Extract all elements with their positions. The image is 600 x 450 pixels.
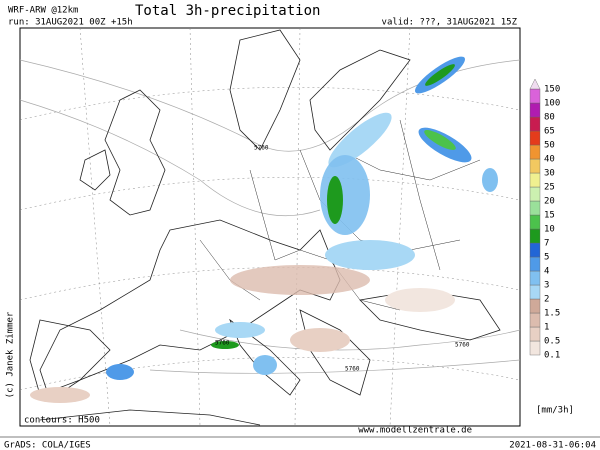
legend-swatch	[529, 144, 541, 160]
legend-label: 20	[544, 197, 555, 207]
contours-note: contours: H500	[24, 416, 100, 426]
legend-label: 1	[544, 323, 549, 333]
software-label: GrADS: COLA/IGES	[4, 441, 91, 450]
credit: (c) Janek Zimmer	[6, 311, 16, 398]
legend-label: 80	[544, 113, 555, 123]
legend-label: 7	[544, 239, 549, 249]
legend-label: 3	[544, 281, 549, 291]
legend-label: 2	[544, 295, 549, 305]
legend-unit: [mm/3h]	[536, 406, 574, 416]
legend-label: 65	[544, 127, 555, 137]
legend-label: 25	[544, 183, 555, 193]
legend-swatch	[529, 228, 541, 244]
graticule	[19, 27, 521, 427]
legend-label: 30	[544, 169, 555, 179]
map-title: Total 3h-precipitation	[135, 3, 320, 19]
legend-swatch	[529, 340, 541, 356]
legend-label: 4	[544, 267, 549, 277]
legend-label: 150	[544, 85, 560, 95]
legend-swatch	[529, 326, 541, 342]
website: www.modellzentrale.de	[358, 426, 472, 436]
coastlines	[29, 29, 501, 426]
legend-label: 0.5	[544, 337, 560, 347]
legend-swatch	[529, 88, 541, 104]
legend-swatch	[529, 116, 541, 132]
legend-swatch	[529, 78, 541, 90]
legend-swatch	[529, 214, 541, 230]
legend-swatch	[529, 200, 541, 216]
legend-swatch	[529, 256, 541, 272]
legend-swatch	[529, 298, 541, 314]
contour-label: 5760	[254, 145, 269, 152]
contour-label: 5760	[455, 342, 470, 349]
legend-label: 5	[544, 253, 549, 263]
legend-label: 15	[544, 211, 555, 221]
color-legend: 0.1 0.5 1 1.5 2 3 4 5 7 10 15 20 25 30 40 50 65 80 100 150	[529, 78, 560, 361]
legend-label: 100	[544, 99, 560, 109]
legend-label: 40	[544, 155, 555, 165]
legend-swatch	[529, 102, 541, 118]
timestamp: 2021-08-31-06:04	[509, 441, 596, 450]
legend-label: 0.1	[544, 351, 560, 361]
legend-swatch	[529, 130, 541, 146]
legend-swatch	[529, 242, 541, 258]
legend-swatch	[529, 270, 541, 286]
precipitation	[30, 56, 498, 403]
legend-swatch	[529, 312, 541, 328]
contour-label: 5760	[345, 366, 360, 373]
borders	[199, 119, 481, 311]
legend-swatch	[529, 284, 541, 300]
contour-label: 5760	[215, 340, 230, 347]
legend-label: 1.5	[544, 309, 560, 319]
valid-label: valid: ???, 31AUG2021 15Z	[382, 18, 518, 28]
legend-swatch	[529, 172, 541, 188]
run-label: run: 31AUG2021 00Z +15h	[8, 18, 133, 28]
legend-swatch	[529, 158, 541, 174]
legend-label: 50	[544, 141, 555, 151]
legend-swatch	[529, 186, 541, 202]
model-label: WRF-ARW @12km	[8, 6, 78, 16]
legend-label: 10	[544, 225, 555, 235]
map: 5760 5760 5760 5760 (c) Janek Zimmer con…	[6, 27, 521, 436]
